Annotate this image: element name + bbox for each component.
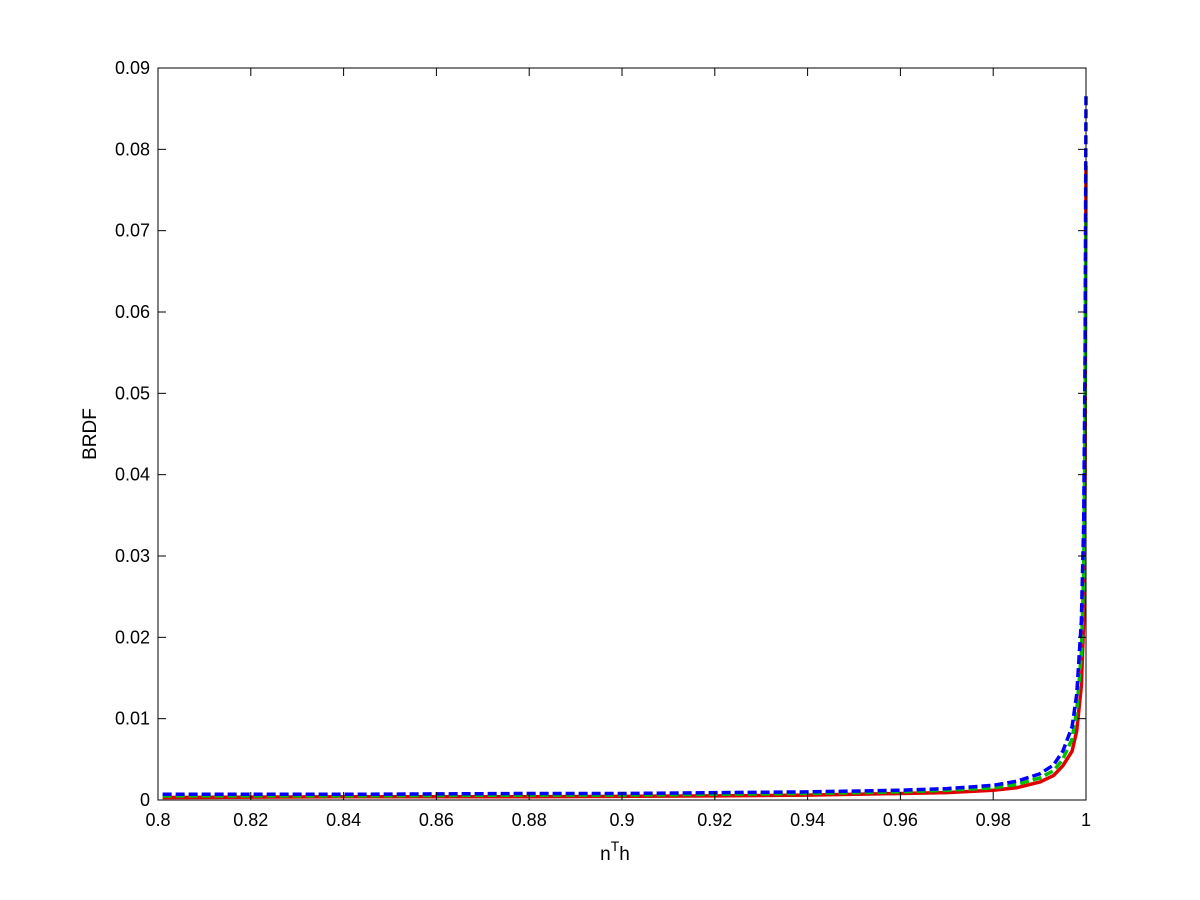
x-tick-label: 1 bbox=[1081, 810, 1091, 830]
y-tick-label: 0.08 bbox=[115, 139, 150, 159]
x-axis-ticks: 0.8 0.82 0.84 0.86 0.88 0.9 0.92 0.94 0.96 0.98 1 bbox=[145, 68, 1091, 830]
x-tick-label: 0.84 bbox=[326, 810, 361, 830]
x-tick-label: 0.9 bbox=[609, 810, 634, 830]
y-tick-label: 0.05 bbox=[115, 383, 150, 403]
x-axis-label-tail: h bbox=[619, 844, 630, 865]
x-tick-label: 0.88 bbox=[512, 810, 547, 830]
y-tick-label: 0.06 bbox=[115, 302, 150, 322]
x-tick-label: 0.96 bbox=[883, 810, 918, 830]
x-axis-label: nTh bbox=[600, 838, 630, 865]
y-tick-label: 0.03 bbox=[115, 546, 150, 566]
y-tick-label: 0.07 bbox=[115, 221, 150, 241]
x-axis-label-base: n bbox=[600, 844, 611, 865]
x-tick-label: 0.86 bbox=[419, 810, 454, 830]
y-tick-label: 0.01 bbox=[115, 709, 150, 729]
y-tick-label: 0.02 bbox=[115, 627, 150, 647]
plot-area bbox=[158, 68, 1086, 800]
x-tick-label: 0.94 bbox=[790, 810, 825, 830]
x-tick-label: 0.8 bbox=[145, 810, 170, 830]
x-tick-label: 0.82 bbox=[233, 810, 268, 830]
y-axis-ticks: 0 0.01 0.02 0.03 0.04 0.05 0.06 0.07 0.08 0.09 bbox=[115, 58, 1086, 810]
y-tick-label: 0.09 bbox=[115, 58, 150, 78]
y-tick-label: 0.04 bbox=[115, 465, 150, 485]
y-tick-label: 0 bbox=[140, 790, 150, 810]
x-axis-label-superscript: T bbox=[611, 838, 620, 854]
x-tick-label: 0.92 bbox=[697, 810, 732, 830]
x-tick-label: 0.98 bbox=[976, 810, 1011, 830]
y-axis-label: BRDF bbox=[80, 408, 101, 460]
